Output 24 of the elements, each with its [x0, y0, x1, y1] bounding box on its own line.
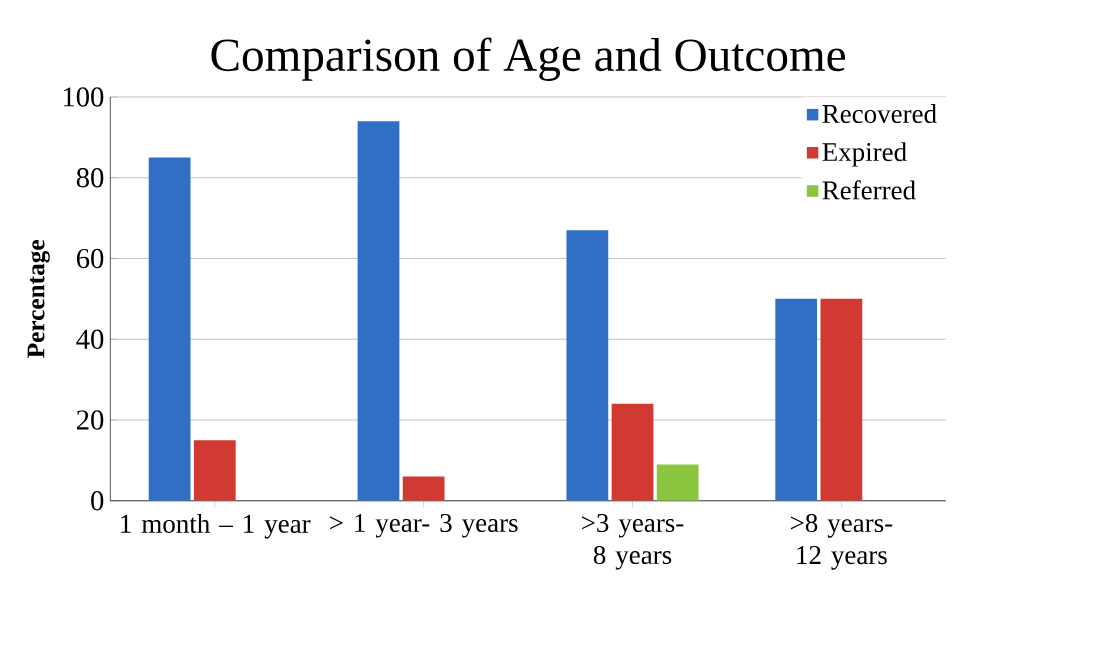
x-tick-label: >3 years- 8 years — [582, 513, 684, 570]
x-tick-label: > 1 year- 3 years — [330, 513, 518, 538]
x-tick-label: >8 years- 12 years — [790, 513, 893, 570]
y-tick-label: 80 — [76, 167, 104, 188]
bar — [566, 230, 609, 501]
legend-label: Expired — [822, 142, 907, 167]
bar — [820, 298, 863, 501]
bar — [402, 476, 445, 501]
y-tick-label: 40 — [76, 329, 104, 349]
bar — [611, 403, 654, 501]
y-tick-label: 0 — [91, 490, 104, 511]
y-tick-label: 60 — [76, 248, 104, 269]
x-tick-label: 1 month – 1 year — [121, 513, 311, 539]
bar — [775, 298, 818, 501]
chart-title: Comparison of Age and Outcome — [211, 37, 845, 81]
bar — [148, 157, 191, 501]
bar — [357, 121, 400, 501]
y-tick-label: 20 — [76, 410, 104, 430]
legend-label: Referred — [822, 180, 916, 200]
bar — [656, 464, 699, 501]
legend-label: Recovered — [822, 103, 937, 123]
bar — [193, 440, 236, 501]
y-tick-label: 100 — [63, 87, 104, 107]
y-axis-title: Percentage — [27, 239, 50, 358]
